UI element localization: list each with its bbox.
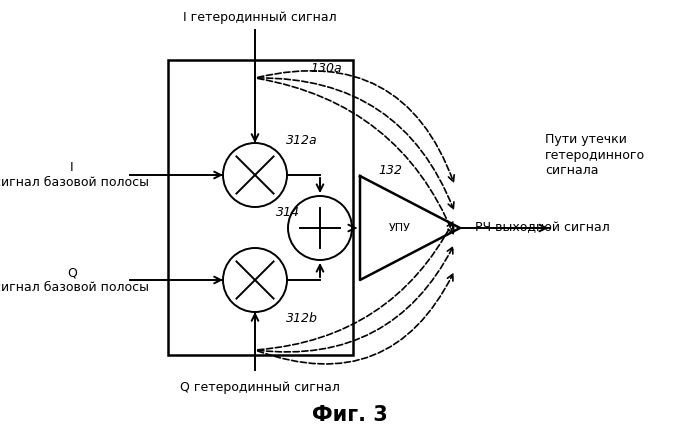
Text: 132: 132 (378, 163, 402, 177)
FancyArrowPatch shape (258, 71, 454, 181)
Text: РЧ выходной сигнал: РЧ выходной сигнал (475, 222, 610, 235)
Bar (168, 60, 353, 355)
Text: Фиг. 3: Фиг. 3 (312, 405, 388, 425)
Text: Q
сигнал базовой полосы: Q сигнал базовой полосы (0, 266, 150, 294)
Text: 312a: 312a (286, 133, 318, 146)
FancyArrowPatch shape (258, 222, 453, 350)
FancyArrowPatch shape (258, 274, 453, 364)
Text: 314: 314 (276, 206, 300, 219)
Text: УПУ: УПУ (389, 223, 411, 233)
Text: Пути утечки
гетеродинного
сигнала: Пути утечки гетеродинного сигнала (545, 133, 645, 177)
FancyArrowPatch shape (258, 79, 454, 234)
Text: Q гетеродинный сигнал: Q гетеродинный сигнал (180, 381, 340, 394)
FancyArrowPatch shape (258, 247, 453, 352)
FancyArrowPatch shape (258, 78, 454, 209)
Text: I гетеродинный сигнал: I гетеродинный сигнал (183, 12, 337, 25)
Text: 130a: 130a (310, 61, 342, 74)
Text: I
сигнал базовой полосы: I сигнал базовой полосы (0, 161, 150, 189)
Text: 312b: 312b (286, 311, 318, 324)
